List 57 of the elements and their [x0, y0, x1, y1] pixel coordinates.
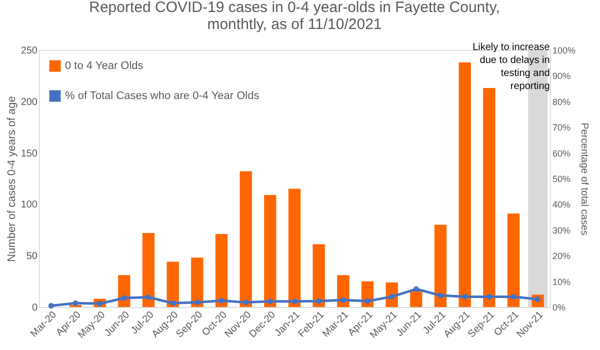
point	[292, 298, 298, 304]
bar	[240, 171, 252, 307]
legend-label: % of Total Cases who are 0-4 Year Olds	[65, 90, 260, 102]
point	[72, 300, 78, 306]
bar	[288, 188, 301, 307]
bar	[166, 262, 179, 307]
band-label: Likely to increase due to delays in testing and reporting	[472, 42, 550, 92]
bar	[191, 258, 204, 307]
y2-tick-label: 70%	[552, 122, 571, 133]
point	[267, 298, 273, 304]
bar	[337, 275, 350, 307]
point	[316, 298, 322, 304]
point	[364, 298, 370, 304]
point	[510, 294, 516, 300]
point	[194, 300, 200, 306]
y2-tick-label: 100%	[552, 46, 576, 56]
y-tick-label: 0	[32, 302, 38, 314]
bar	[264, 194, 276, 307]
point	[462, 294, 468, 300]
text: Reported COVID-19 cases in 0-4 year-olds in Fayette County,	[89, 0, 500, 16]
y2-axis-title: Percentage of total cases	[578, 122, 590, 236]
y2-tick-label: 30%	[552, 225, 571, 236]
point	[486, 294, 492, 300]
bar	[434, 224, 447, 307]
point	[389, 294, 395, 300]
y2-tick-label: 50%	[552, 174, 571, 184]
y2-tick-label: 20%	[552, 251, 571, 262]
point	[170, 300, 176, 306]
y2-tick-label: 0%	[552, 302, 566, 312]
point	[413, 286, 419, 292]
y2-tick-label: 40%	[552, 200, 571, 210]
text: monthtly, as of 11/10/2021	[207, 16, 382, 33]
bar	[118, 275, 130, 307]
y2-tick-label: 80%	[552, 96, 571, 107]
legend-label: 0 to 4 Year Olds	[65, 60, 144, 72]
point	[243, 300, 249, 306]
y2-tick-label: 10%	[552, 276, 571, 287]
point	[340, 297, 346, 303]
bar	[215, 234, 228, 307]
point	[218, 298, 224, 304]
y-tick-label: 250	[20, 46, 38, 56]
point	[48, 302, 54, 308]
y-tick-label: 150	[20, 148, 38, 160]
y-tick-label: 200	[20, 96, 38, 108]
point	[146, 294, 152, 300]
bar	[483, 88, 496, 307]
y-tick-label: 100	[20, 200, 38, 211]
point	[438, 292, 444, 298]
y2-tick-label: 90%	[552, 71, 571, 82]
bar	[507, 213, 520, 307]
point	[121, 295, 127, 301]
bar	[312, 244, 325, 307]
bar	[142, 232, 155, 307]
y2-tick-label: 60%	[552, 148, 571, 158]
y-tick-label: 50	[26, 251, 38, 262]
bar	[458, 62, 471, 307]
y-axis-title: Number of cases 0-4 years of age	[6, 96, 18, 262]
